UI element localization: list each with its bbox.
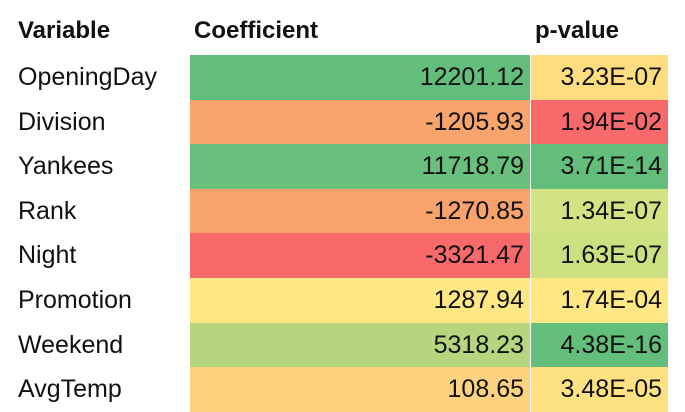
variable-cell: Division bbox=[18, 107, 106, 136]
header-cell: Variable bbox=[18, 17, 111, 44]
variable-cell: Yankees bbox=[18, 152, 114, 181]
value-cell: 1.94E-02 bbox=[531, 99, 668, 145]
value-cell: 12201.12 bbox=[190, 55, 530, 101]
header-cell: p-value bbox=[535, 17, 620, 44]
variable-cell: Rank bbox=[18, 196, 77, 225]
value-cell: 1.34E-07 bbox=[531, 188, 668, 234]
variable-cell: AvgTemp bbox=[18, 375, 122, 404]
value-cell: 1.74E-04 bbox=[531, 278, 668, 324]
variable-cell: Weekend bbox=[18, 330, 124, 359]
value-cell: 3.48E-05 bbox=[531, 367, 668, 412]
variable-cell: Night bbox=[18, 241, 77, 270]
value-cell: -3321.47 bbox=[190, 233, 530, 279]
value-cell: 3.71E-14 bbox=[531, 144, 668, 190]
value-cell: 1287.94 bbox=[190, 278, 530, 324]
variable-cell: Promotion bbox=[18, 286, 132, 315]
value-cell: 4.38E-16 bbox=[531, 322, 668, 368]
value-cell: 11718.79 bbox=[190, 144, 530, 190]
value-cell: 3.23E-07 bbox=[531, 55, 668, 101]
value-cell: 108.65 bbox=[190, 367, 530, 412]
value-cell: -1270.85 bbox=[190, 188, 530, 234]
value-cell: 1.63E-07 bbox=[531, 233, 668, 279]
value-cell: 5318.23 bbox=[190, 322, 530, 368]
value-cell: -1205.93 bbox=[190, 99, 530, 145]
header-cell: Coefficient bbox=[194, 17, 319, 44]
variable-cell: OpeningDay bbox=[18, 63, 157, 92]
